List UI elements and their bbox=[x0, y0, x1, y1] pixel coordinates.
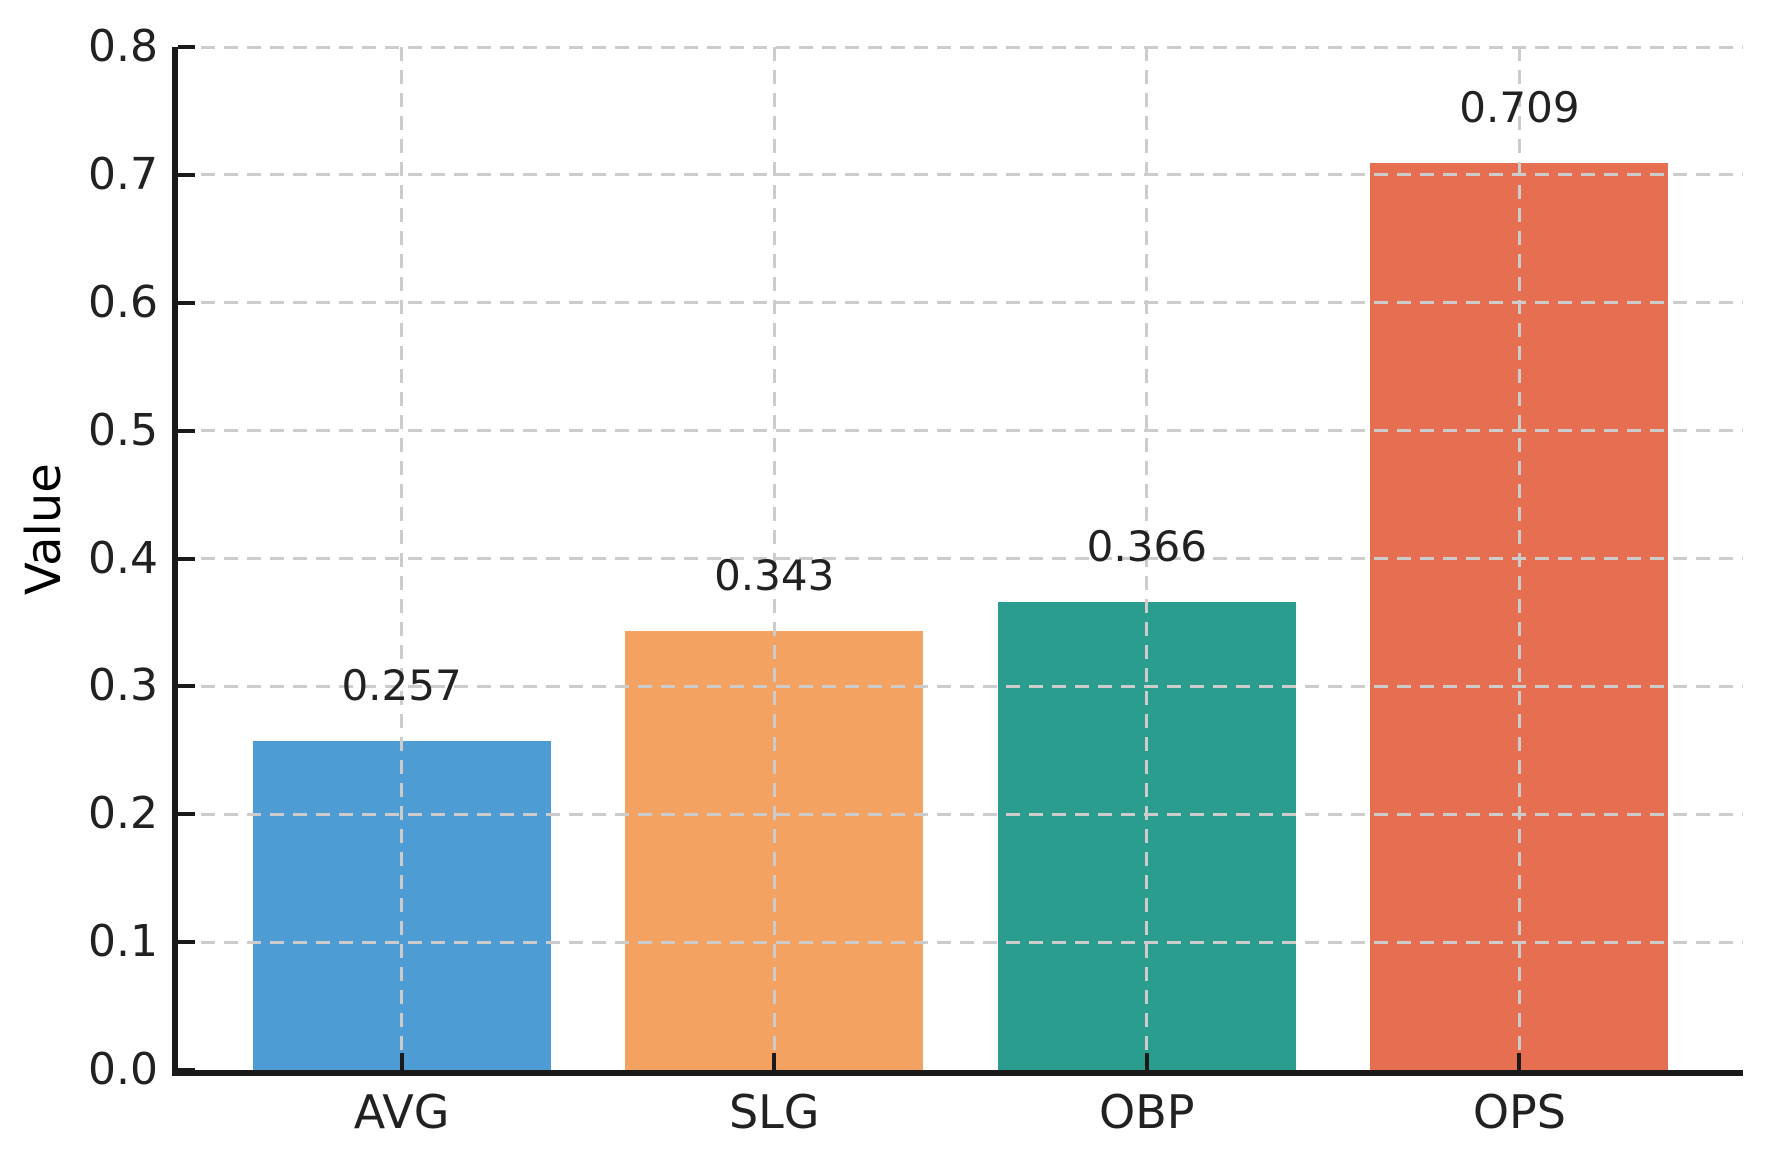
y-tick-label: 0.4 bbox=[88, 532, 158, 584]
y-tick-label: 0.0 bbox=[88, 1044, 158, 1095]
y-tick bbox=[178, 172, 195, 177]
y-tick-label: 0.1 bbox=[88, 916, 158, 968]
x-tick bbox=[399, 1053, 404, 1070]
y-tick-label: 0.6 bbox=[88, 276, 158, 328]
bar-value-label: 0.709 bbox=[1459, 83, 1580, 133]
y-tick bbox=[178, 300, 195, 305]
plot-area bbox=[178, 45, 1743, 1072]
x-tick-label: AVG bbox=[353, 1085, 450, 1139]
y-tick-label: 0.8 bbox=[88, 21, 158, 72]
y-tick bbox=[178, 556, 195, 561]
x-tick bbox=[1144, 1053, 1149, 1070]
gridline-h bbox=[178, 45, 1743, 49]
gridline-h bbox=[178, 940, 1743, 944]
y-tick bbox=[178, 812, 195, 817]
y-tick bbox=[178, 684, 195, 689]
y-tick bbox=[178, 940, 195, 945]
gridline-v bbox=[1145, 47, 1149, 1070]
x-tick-label: OPS bbox=[1472, 1085, 1566, 1139]
gridline-h bbox=[178, 684, 1743, 688]
gridline-v bbox=[400, 47, 404, 1070]
y-tick-label: 0.7 bbox=[88, 148, 158, 200]
bar-value-label: 0.343 bbox=[714, 551, 835, 601]
tick-marks-layer bbox=[178, 45, 1743, 1072]
x-tick-label: SLG bbox=[728, 1085, 820, 1139]
y-tick-label: 0.2 bbox=[88, 788, 158, 840]
gridline-v bbox=[772, 47, 776, 1070]
gridline-h bbox=[178, 429, 1743, 433]
gridline-h bbox=[178, 173, 1743, 177]
grid-layer bbox=[178, 45, 1743, 1070]
y-tick bbox=[178, 428, 195, 433]
gridline-v bbox=[1517, 47, 1521, 1070]
gridline-h bbox=[178, 812, 1743, 816]
gridline-h bbox=[178, 557, 1743, 560]
gridline-h bbox=[178, 301, 1743, 305]
x-axis-spine bbox=[172, 1070, 1743, 1076]
x-tick bbox=[1517, 1053, 1522, 1070]
y-axis-spine bbox=[172, 47, 178, 1076]
y-tick-label: 0.3 bbox=[88, 660, 158, 712]
y-tick bbox=[178, 45, 195, 49]
x-tick bbox=[772, 1053, 777, 1070]
bar-value-label: 0.257 bbox=[341, 661, 462, 711]
x-tick-label: OBP bbox=[1099, 1085, 1195, 1139]
bar-value-label: 0.366 bbox=[1086, 521, 1207, 571]
y-tick-label: 0.5 bbox=[88, 404, 158, 456]
